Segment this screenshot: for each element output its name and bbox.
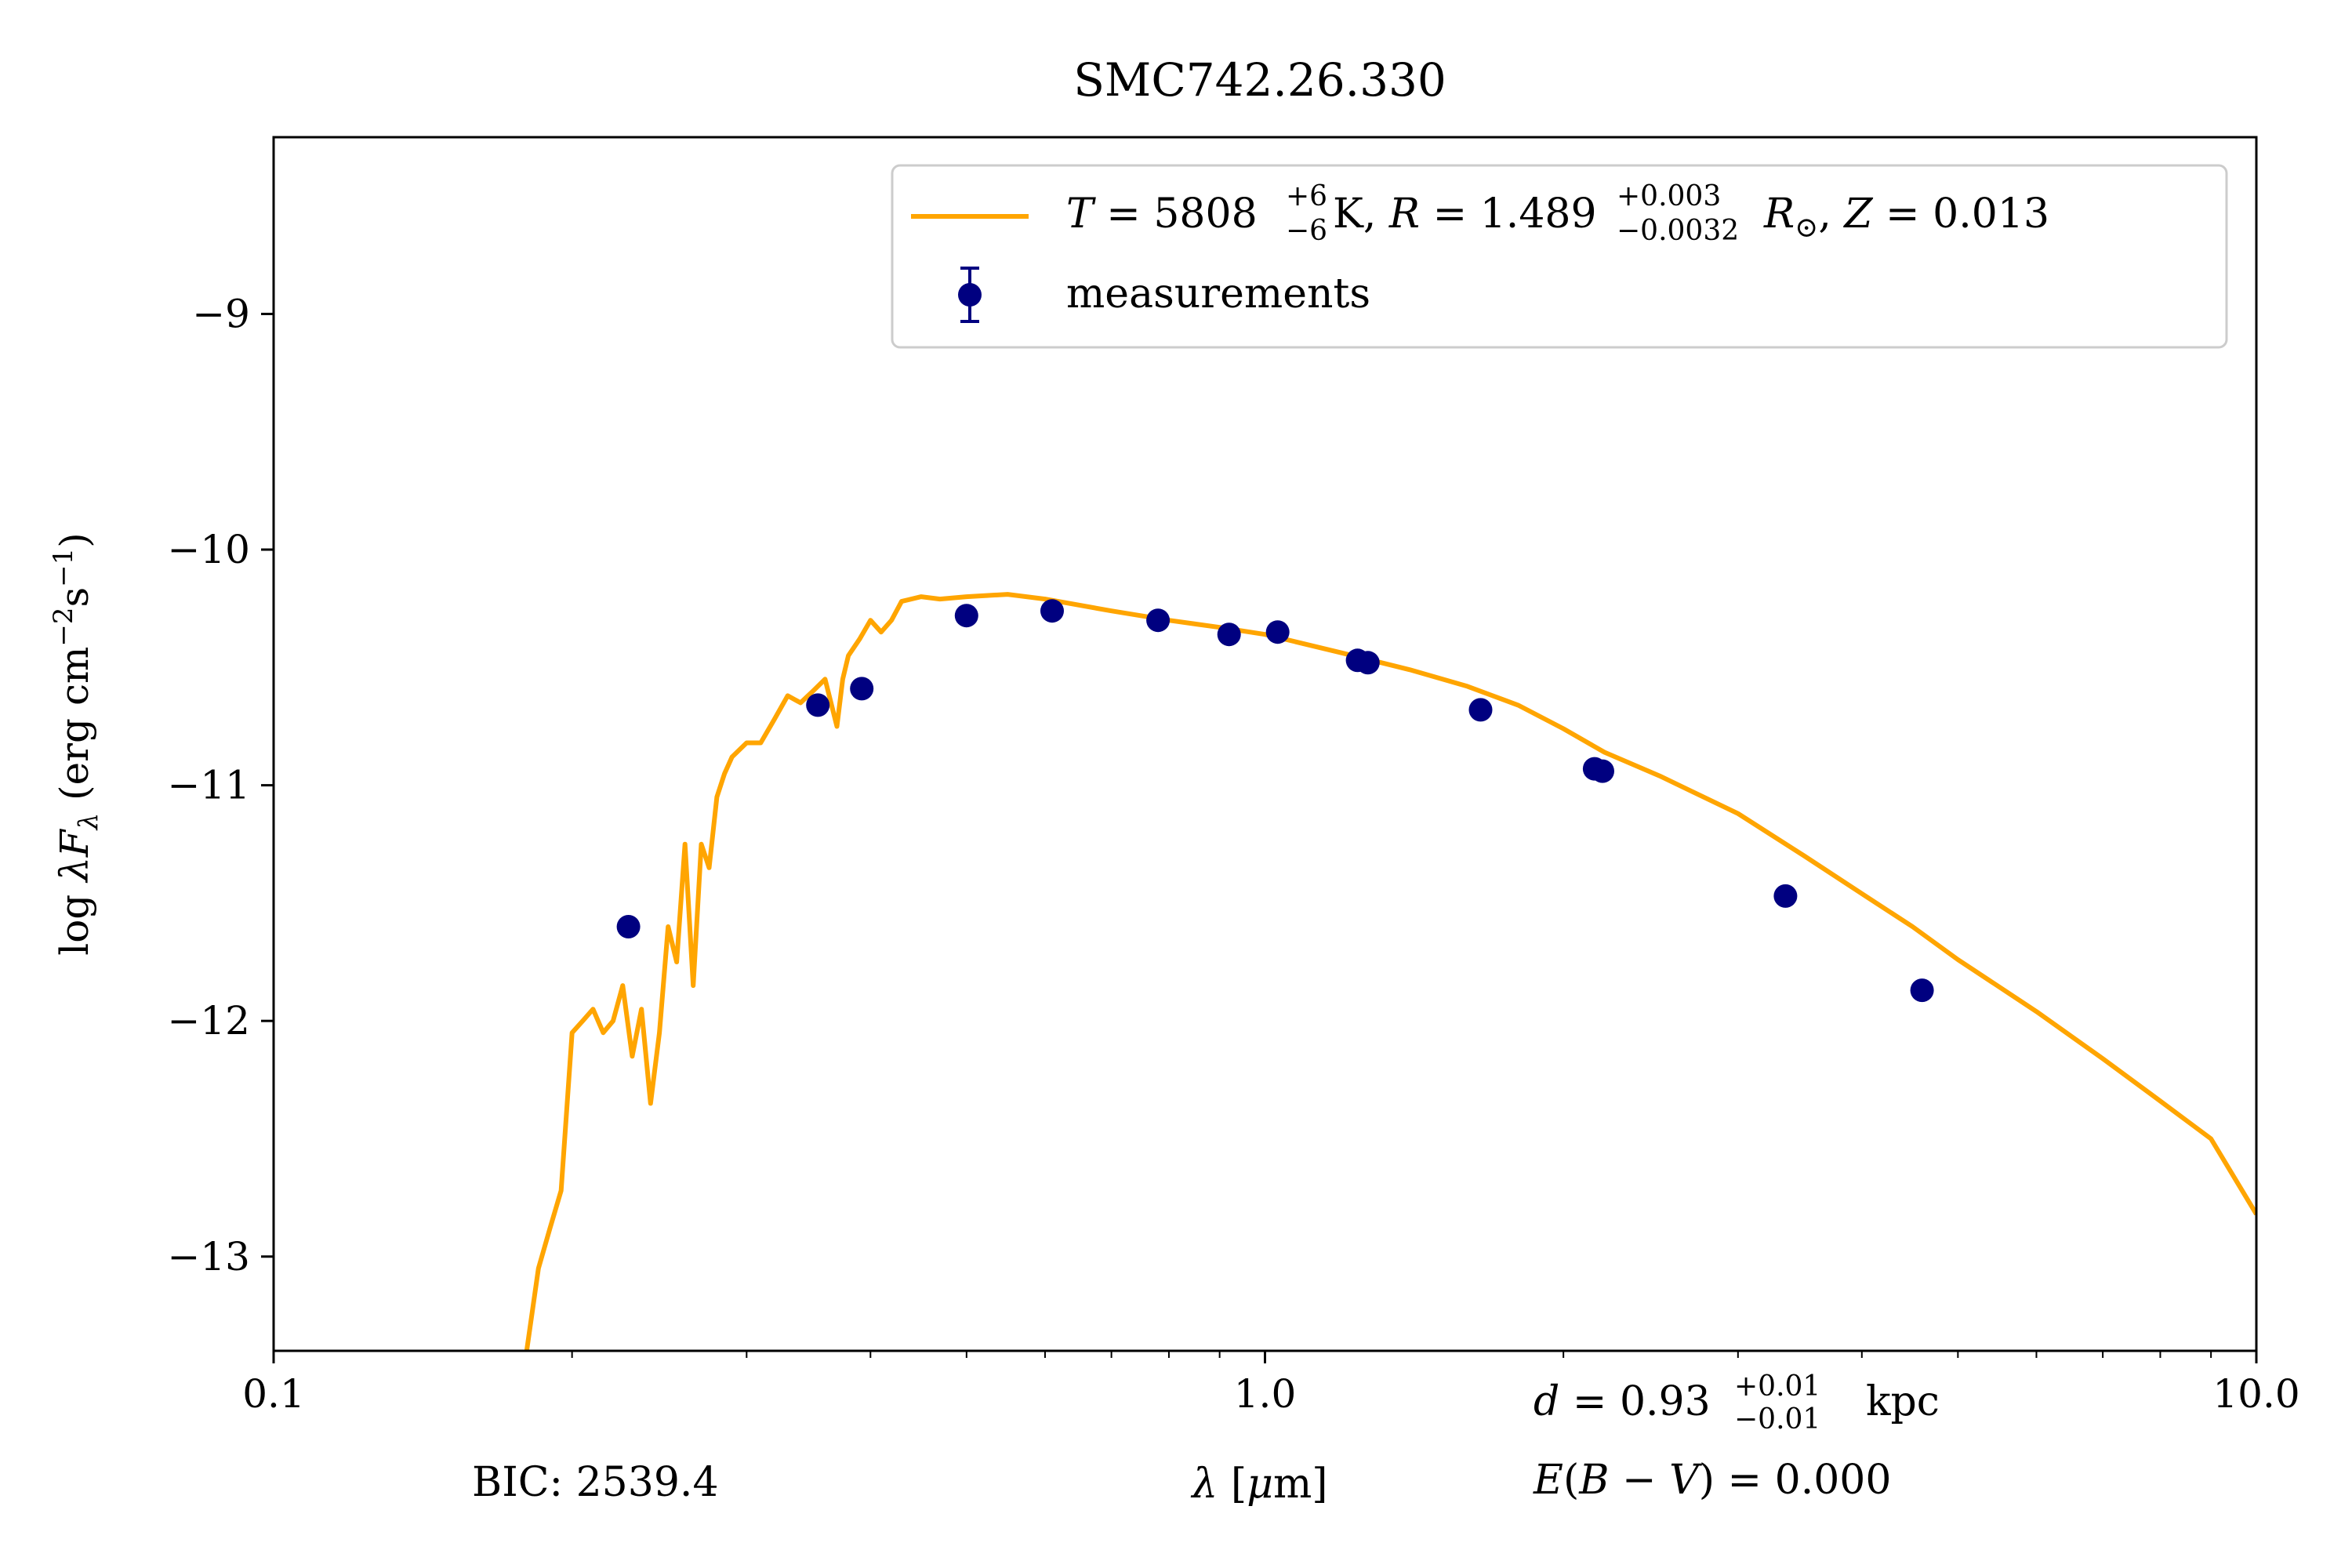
- x-tick-label: 0.1: [242, 1371, 305, 1417]
- y-tick-label: −10: [167, 527, 250, 572]
- model-sed-line: [524, 592, 2256, 1351]
- ebv-annotation: E(B − V) = 0.000: [1533, 1457, 1891, 1504]
- svg-text:d = 0.93: d = 0.93: [1534, 1378, 1711, 1425]
- svg-text:R⊙, Z = 0.013: R⊙, Z = 0.013: [1763, 191, 2049, 244]
- svg-text:kpc: kpc: [1866, 1378, 1940, 1425]
- chart-title: SMC742.26.330: [1073, 53, 1446, 107]
- measurement-point: [1468, 698, 1493, 722]
- measurement-point: [1356, 651, 1380, 675]
- svg-text:−6: −6: [1286, 215, 1327, 247]
- y-axis-label: log λFλ (erg cm−2s−1): [48, 532, 104, 956]
- x-axis-label: λ [μm]: [1190, 1461, 1327, 1508]
- axis-ticks: 0.1 1.0 10.0 −9 −10 −11 −12 −13: [167, 291, 2299, 1417]
- measurement-point: [806, 693, 830, 717]
- measurement-point: [954, 604, 978, 628]
- measurement-point: [1591, 759, 1614, 783]
- svg-text:+0.01: +0.01: [1734, 1370, 1820, 1403]
- svg-text:+6: +6: [1286, 180, 1327, 212]
- y-tick-label: −9: [192, 291, 250, 336]
- svg-text:K, R = 1.489: K, R = 1.489: [1333, 191, 1597, 238]
- measurement-point: [1773, 884, 1798, 908]
- legend-model-label: T = 5808: [1066, 191, 1258, 238]
- legend-box: [891, 164, 2228, 349]
- x-tick-label: 10.0: [2212, 1371, 2299, 1417]
- measurement-point: [616, 915, 641, 938]
- legend: T = 5808 +6 −6 K, R = 1.489 +0.003 −0.00…: [891, 164, 2228, 349]
- measurement-point: [850, 677, 874, 701]
- svg-text:−0.01: −0.01: [1734, 1403, 1820, 1436]
- bic-annotation: BIC: 2539.4: [472, 1459, 719, 1506]
- y-tick-label: −13: [167, 1234, 250, 1279]
- legend-measurements-label: measurements: [1066, 270, 1370, 318]
- svg-text:+0.003: +0.003: [1617, 180, 1721, 212]
- distance-annotation: d = 0.93 +0.01 −0.01 kpc: [1534, 1370, 1940, 1436]
- measurement-point: [1040, 599, 1064, 623]
- plot-area: [524, 592, 2256, 1351]
- measurement-point: [1265, 620, 1290, 644]
- measurement-point: [1910, 978, 1934, 1003]
- x-tick-label: 1.0: [1234, 1371, 1297, 1417]
- y-tick-label: −11: [167, 763, 250, 808]
- y-tick-label: −12: [167, 998, 250, 1044]
- measurement-point: [1146, 608, 1171, 633]
- legend-measurement-swatch: [958, 267, 982, 323]
- measurement-point: [1217, 622, 1241, 647]
- svg-text:−0.0032: −0.0032: [1617, 215, 1739, 247]
